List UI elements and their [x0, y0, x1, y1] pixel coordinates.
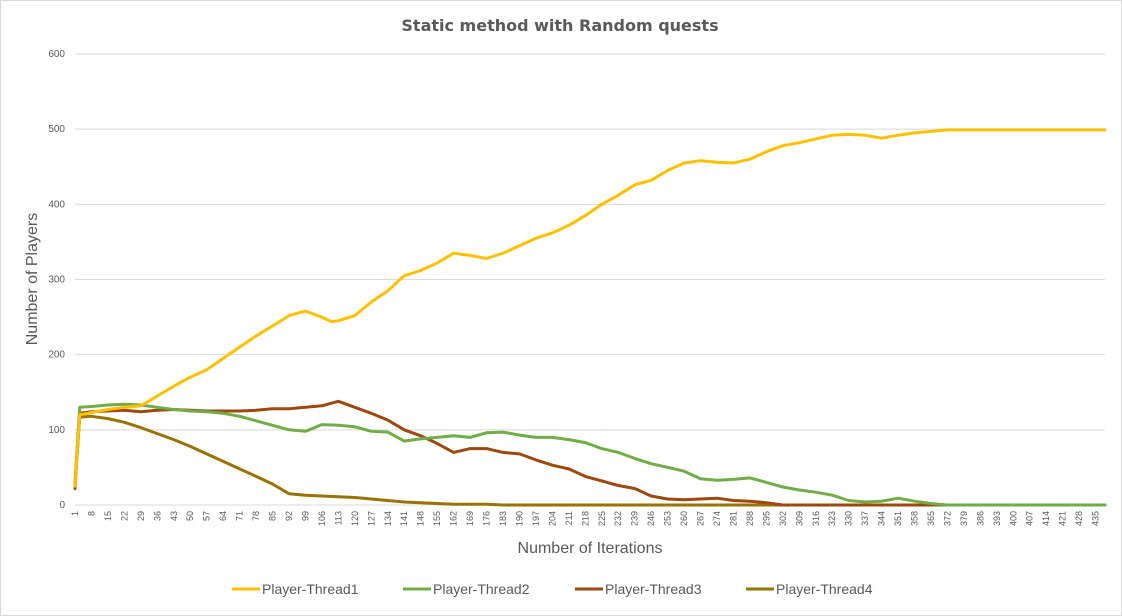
x-tick-label: 141 [399, 511, 409, 526]
x-tick-label: 246 [646, 511, 656, 526]
x-tick-label: 260 [679, 511, 689, 526]
x-tick-label: 407 [1025, 511, 1035, 526]
x-tick-label: 106 [317, 511, 327, 526]
x-tick-label: 295 [761, 511, 771, 526]
x-tick-label: 36 [152, 511, 162, 521]
x-tick-label: 386 [975, 511, 985, 526]
x-tick-label: 50 [185, 511, 195, 521]
x-tick-label: 1 [70, 511, 80, 516]
x-tick-label: 428 [1074, 511, 1084, 526]
y-axis-title: Number of Players [24, 213, 41, 346]
x-tick-label: 239 [630, 511, 640, 526]
x-tick-label: 372 [942, 511, 952, 526]
x-tick-label: 22 [119, 511, 129, 521]
x-tick-label: 64 [218, 511, 228, 521]
legend-label-2: Player-Thread2 [433, 581, 530, 597]
x-tick-label: 393 [992, 511, 1002, 526]
y-tick-label: 400 [48, 199, 65, 210]
x-tick-label: 148 [416, 511, 426, 526]
x-tick-label: 421 [1058, 511, 1068, 526]
x-tick-label: 218 [580, 511, 590, 526]
series-line-player-thread3 [73, 399, 1107, 507]
x-tick-label: 344 [877, 511, 887, 526]
y-tick-label: 200 [48, 350, 65, 361]
x-tick-label: 15 [103, 511, 113, 521]
x-tick-label: 29 [136, 511, 146, 521]
y-axis-ticks: 0 100 200 300 400 500 600 [48, 49, 65, 511]
x-tick-label: 323 [827, 511, 837, 526]
x-tick-label: 211 [564, 511, 574, 525]
x-tick-label: 365 [926, 511, 936, 526]
y-tick-label: 500 [48, 124, 65, 135]
legend-label-4: Player-Thread4 [776, 581, 873, 597]
x-tick-label: 302 [778, 511, 788, 526]
x-tick-label: 337 [860, 511, 870, 526]
x-tick-label: 78 [251, 511, 261, 521]
x-tick-label: 351 [893, 511, 903, 526]
x-tick-label: 309 [794, 511, 804, 526]
x-tick-label: 316 [811, 511, 821, 526]
x-tick-label: 204 [547, 511, 557, 526]
x-tick-label: 358 [910, 511, 920, 526]
legend-label-1: Player-Thread1 [262, 581, 359, 597]
x-tick-label: 169 [465, 511, 475, 526]
legend-label-3: Player-Thread3 [605, 581, 702, 597]
x-tick-label: 155 [432, 511, 442, 526]
x-tick-label: 92 [284, 511, 294, 521]
x-tick-label: 267 [696, 511, 706, 526]
y-tick-label: 600 [48, 49, 65, 60]
chart-title: Static method with Random quests [401, 16, 718, 35]
x-tick-label: 225 [597, 511, 607, 526]
series-lines [73, 128, 1107, 507]
x-tick-label: 435 [1091, 511, 1101, 526]
x-tick-label: 414 [1041, 511, 1051, 526]
y-tick-label: 300 [48, 275, 65, 286]
series-line-player-thread1 [73, 128, 1107, 488]
x-axis-title: Number of Iterations [518, 540, 663, 557]
x-tick-label: 288 [745, 511, 755, 526]
x-tick-label: 183 [498, 511, 508, 526]
x-tick-label: 85 [268, 511, 278, 521]
y-tick-label: 0 [59, 500, 65, 511]
series-line-player-thread2 [73, 402, 1107, 507]
x-tick-label: 134 [383, 511, 393, 526]
x-tick-label: 71 [235, 511, 245, 521]
x-tick-label: 99 [300, 511, 310, 521]
x-tick-label: 253 [663, 511, 673, 526]
x-tick-label: 57 [202, 511, 212, 521]
x-tick-label: 232 [613, 511, 623, 526]
x-tick-label: 281 [728, 511, 738, 526]
x-tick-label: 274 [712, 511, 722, 526]
x-tick-label: 113 [333, 511, 343, 525]
y-tick-label: 100 [48, 425, 65, 436]
gridlines [75, 53, 1105, 506]
x-tick-label: 127 [366, 511, 376, 526]
x-tick-label: 176 [482, 511, 492, 526]
x-tick-label: 190 [514, 511, 524, 526]
x-tick-label: 330 [844, 511, 854, 526]
legend: Player-Thread1 Player-Thread2 Player-Threa… [232, 581, 873, 597]
x-tick-label: 162 [449, 511, 459, 526]
x-tick-label: 8 [86, 511, 96, 516]
x-tick-label: 120 [350, 511, 360, 526]
x-tick-label: 197 [531, 511, 541, 526]
x-axis-ticks: 1 8 15 22 29 36 43 50 57 64 71 78 85 92 99 106 113 120 127… [70, 511, 1101, 526]
x-tick-label: 379 [959, 511, 969, 526]
x-tick-label: 43 [169, 511, 179, 521]
x-tick-label: 400 [1008, 511, 1018, 526]
